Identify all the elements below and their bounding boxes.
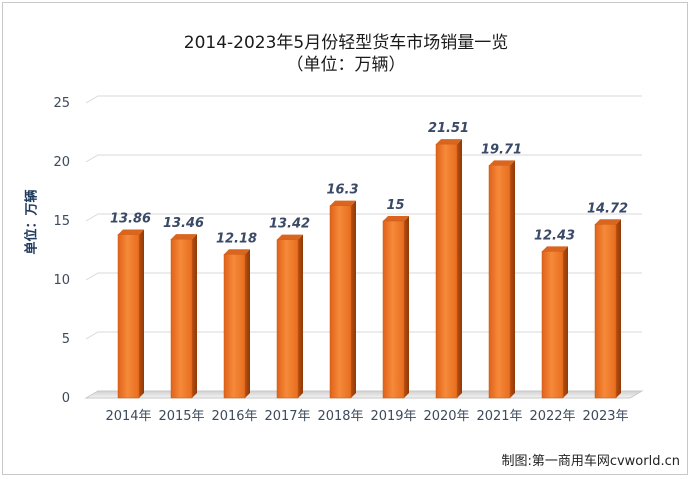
gridline — [85, 154, 642, 163]
gridline — [85, 95, 642, 104]
x-tick-label: 2014年 — [105, 409, 151, 424]
bar-side — [298, 234, 303, 398]
bar — [117, 234, 140, 399]
bar-side — [563, 246, 568, 398]
y-tick-label: 15 — [53, 214, 70, 229]
bar-top — [436, 139, 462, 145]
bar-side — [404, 216, 409, 398]
data-labels: 13.86 13.46 12.18 13.42 16.3 15 21.51 19.71 12.4… — [110, 121, 628, 246]
data-label: 19.71 — [481, 142, 522, 157]
bar-side — [351, 200, 356, 398]
bar-top — [542, 246, 568, 252]
data-label: 13.86 — [110, 211, 151, 226]
data-label: 13.42 — [269, 217, 310, 232]
y-axis-ticks: 0 5 10 15 20 25 — [53, 96, 70, 406]
y-tick-label: 0 — [62, 391, 70, 406]
bar — [329, 205, 352, 399]
data-label: 12.18 — [216, 231, 257, 246]
chart-credit: 制图:第一商用车网cvworld.cn — [501, 454, 680, 469]
chart-subtitle: （单位：万辆） — [286, 55, 406, 75]
bar-side — [192, 234, 197, 398]
x-axis-ticks: 2014年 2015年 2016年 2017年 2018年 2019年 2020年 2021年… — [105, 409, 628, 424]
bar-side — [457, 139, 462, 398]
x-tick-label: 2016年 — [211, 409, 257, 424]
bar-top — [171, 234, 197, 240]
data-label: 14.72 — [587, 201, 628, 216]
data-label: 13.46 — [163, 216, 204, 231]
bars — [117, 139, 621, 399]
x-tick-label: 2018年 — [317, 409, 363, 424]
bar-side — [616, 219, 621, 398]
data-label: 21.51 — [428, 121, 469, 136]
bar — [488, 165, 511, 399]
bar-top — [118, 229, 144, 235]
chart-title: 2014-2023年5月份轻型货车市场销量一览 — [183, 33, 509, 53]
bar-top — [224, 249, 250, 255]
bar — [541, 251, 564, 399]
bar — [276, 239, 299, 399]
bar-top — [383, 216, 409, 221]
bar-side — [245, 249, 250, 398]
bar — [435, 143, 458, 399]
x-tick-label: 2017年 — [264, 409, 310, 424]
data-label: 15 — [386, 198, 404, 213]
bar — [170, 238, 193, 399]
bar-side — [139, 229, 144, 398]
x-tick-label: 2019年 — [370, 409, 416, 424]
bar-top — [277, 234, 303, 240]
bar — [223, 254, 246, 399]
y-tick-label: 25 — [53, 96, 70, 111]
x-tick-label: 2021年 — [476, 409, 522, 424]
x-tick-label: 2015年 — [158, 409, 204, 424]
data-label: 16.3 — [326, 183, 358, 198]
x-tick-label: 2023年 — [582, 409, 628, 424]
bar-top — [595, 219, 621, 225]
bar — [382, 220, 405, 399]
bar — [594, 224, 617, 399]
x-tick-label: 2022年 — [529, 409, 575, 424]
y-tick-label: 20 — [53, 155, 70, 170]
y-tick-label: 10 — [53, 273, 70, 288]
bar-side — [510, 160, 515, 398]
y-tick-label: 5 — [62, 332, 70, 347]
bar-top — [330, 200, 356, 206]
data-label: 12.43 — [534, 228, 575, 243]
x-tick-label: 2020年 — [423, 409, 469, 424]
bar-top — [489, 160, 515, 166]
